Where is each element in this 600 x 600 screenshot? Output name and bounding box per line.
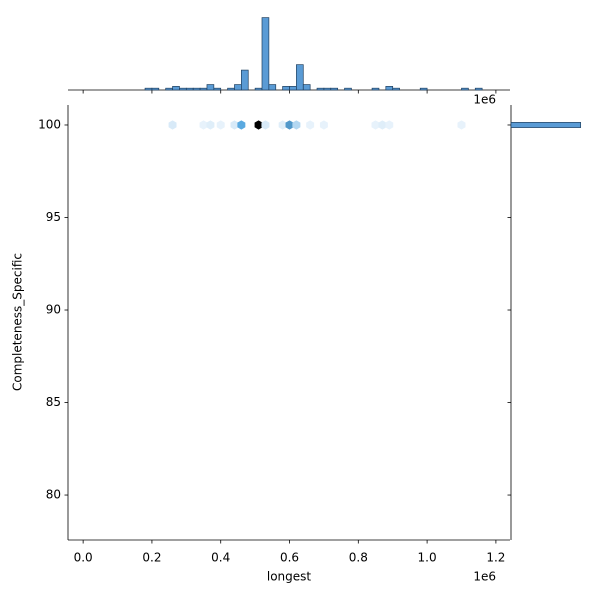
y-tick-label: 100	[38, 117, 61, 131]
histogram-bar	[289, 86, 297, 91]
offset-label: 1e6	[473, 570, 496, 584]
histogram-bar	[268, 84, 277, 91]
hexbin-cell	[206, 120, 215, 130]
histogram-bar	[371, 87, 380, 91]
histogram-bar	[254, 87, 263, 91]
histogram-bar	[474, 87, 483, 91]
hexbin-cell	[371, 120, 380, 130]
x-tick-label: 1.0	[418, 551, 437, 565]
histogram-bar	[302, 84, 311, 91]
hexbin-cell	[385, 120, 394, 130]
histogram-bar	[461, 87, 469, 91]
y-tick-label: 95	[46, 210, 61, 224]
hexbin-cell	[199, 120, 208, 130]
histogram-bar	[344, 87, 352, 91]
y-tick-label: 85	[46, 395, 61, 409]
hexbin-cell	[319, 120, 328, 130]
histogram-bar	[144, 87, 153, 91]
histogram-bar	[185, 87, 194, 91]
histogram-bar	[241, 69, 249, 91]
histogram-bar	[385, 86, 394, 91]
histogram-bar	[172, 86, 180, 91]
x-axis-label: longest	[267, 570, 312, 584]
hexbin-cell	[306, 120, 315, 130]
hexbin-cell	[216, 120, 225, 130]
hexbin-cell	[457, 120, 466, 130]
histogram-bar	[316, 87, 325, 91]
hexbin-cell	[237, 120, 246, 130]
hexbin-cell	[254, 120, 263, 130]
histogram-bar	[165, 87, 173, 91]
hexbin-cell	[168, 120, 177, 130]
offset-label: 1e6	[473, 93, 496, 107]
hexbin-cell	[285, 120, 294, 130]
hexbin-cell	[278, 120, 287, 130]
histogram-bar	[510, 122, 582, 128]
histogram-bar	[392, 87, 400, 91]
y-tick-label: 90	[46, 303, 61, 317]
hexbin-cell	[292, 120, 301, 130]
x-tick-label: 0.0	[74, 551, 93, 565]
histogram-bar	[296, 64, 304, 91]
histogram-bar	[419, 87, 428, 91]
histogram-bar	[179, 87, 187, 91]
hexbin-cell	[378, 120, 387, 130]
histogram-bar	[330, 87, 339, 91]
histogram-bar	[323, 87, 332, 91]
histogram-bar	[199, 87, 208, 91]
y-tick-label: 80	[46, 488, 61, 502]
histogram-bar	[213, 87, 222, 91]
histogram-bar	[261, 17, 270, 91]
hexbin-cell	[261, 120, 270, 130]
histogram-bar	[282, 86, 290, 91]
hexbin-cell	[230, 120, 239, 130]
histogram-bar	[227, 87, 235, 91]
x-tick-label: 0.6	[280, 551, 299, 565]
x-tick-label: 0.8	[349, 551, 368, 565]
x-tick-label: 0.4	[211, 551, 230, 565]
histogram-bar	[192, 87, 201, 91]
histogram-bar	[206, 84, 215, 91]
histogram-bar	[151, 87, 160, 91]
x-tick-label: 0.2	[142, 551, 161, 565]
histogram-bar	[234, 84, 242, 91]
x-tick-label: 1.2	[486, 551, 505, 565]
y-axis-label: Completeness_Specific	[11, 253, 25, 391]
